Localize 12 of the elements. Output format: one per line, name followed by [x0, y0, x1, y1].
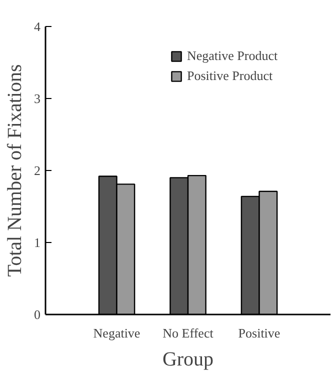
y-tick-label: 3	[34, 91, 40, 106]
legend-label: Positive Product	[187, 68, 273, 84]
legend-label: Negative Product	[187, 48, 278, 64]
y-tick-label: 4	[34, 19, 41, 34]
y-tick-label: 1	[34, 235, 40, 250]
x-tick-label: Negative	[93, 326, 140, 340]
y-tick-label: 2	[34, 163, 40, 178]
x-tick-label: Positive	[238, 326, 280, 340]
x-axis-title: Group	[162, 348, 214, 370]
y-tick-label: 0	[34, 307, 40, 322]
y-axis-title: Total Number of Fixations	[4, 64, 26, 277]
x-tick-label: No Effect	[162, 326, 214, 340]
